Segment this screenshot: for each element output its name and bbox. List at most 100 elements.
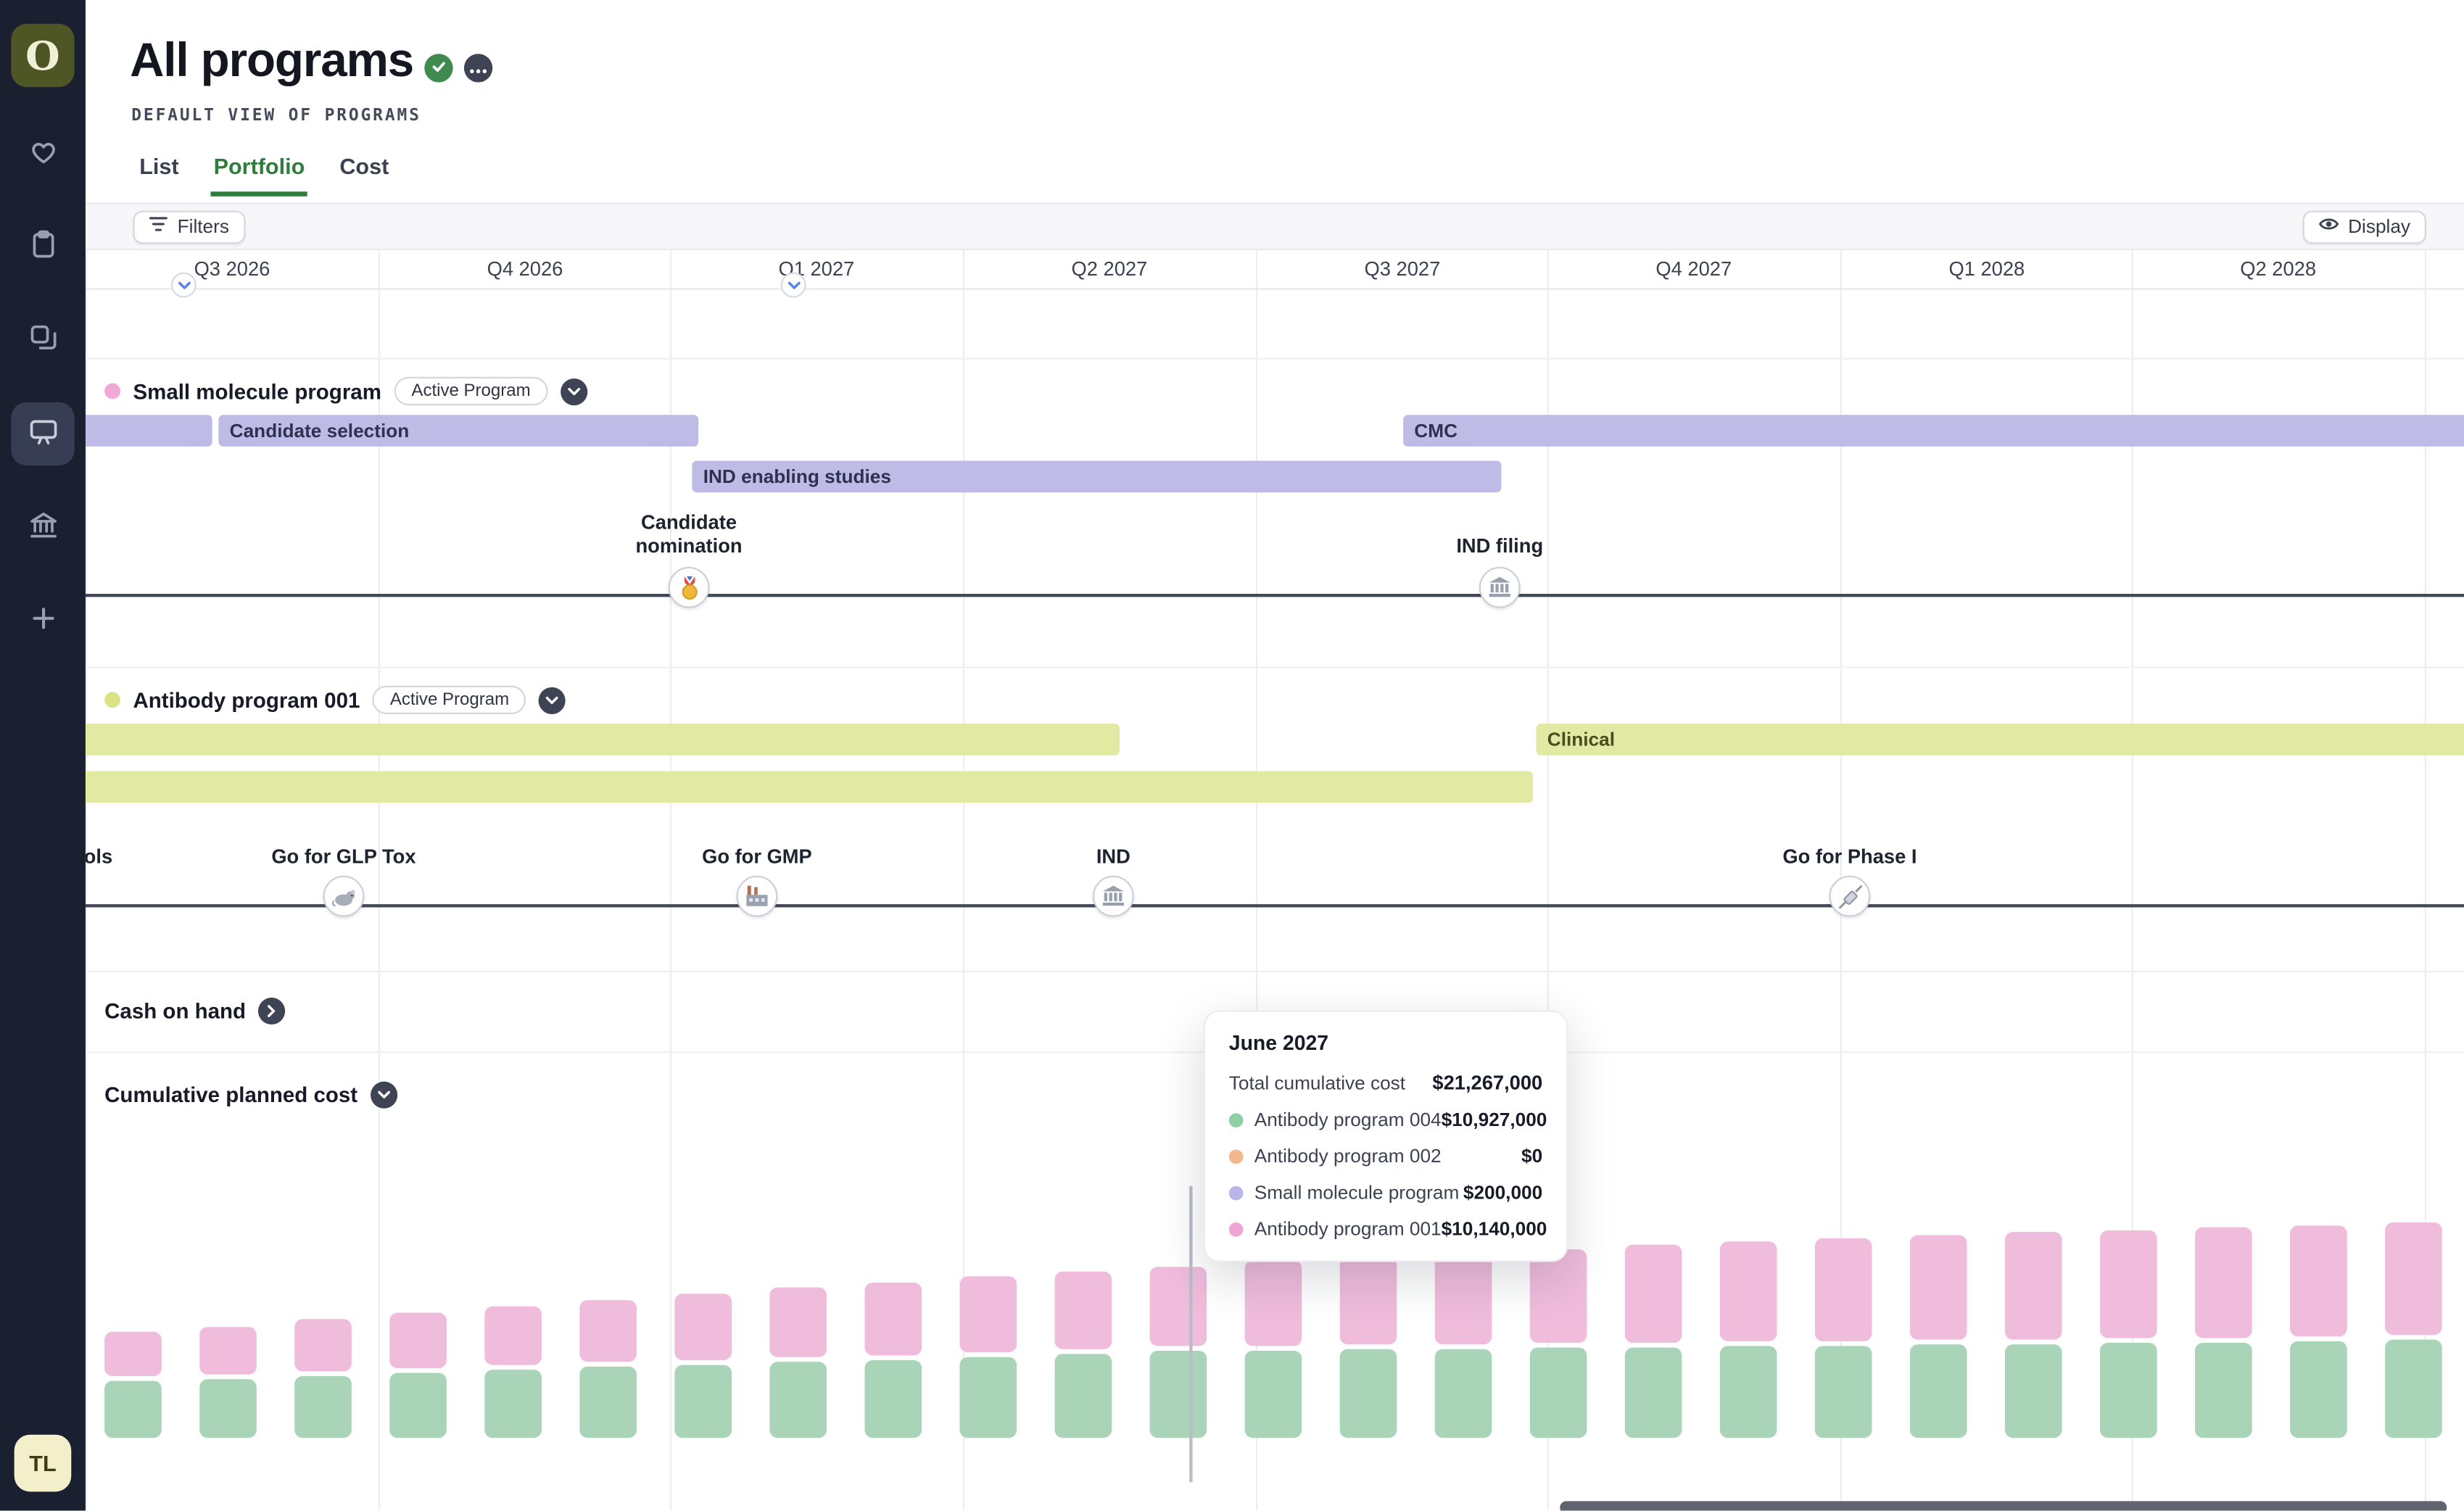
cost-bar[interactable] [864,1281,922,1438]
eye-icon [2318,215,2339,238]
milestone-icon-bank[interactable] [1479,566,1521,608]
portfolio-nav-button[interactable] [11,402,75,466]
cost-bar-segment-antibody-001 [1149,1266,1207,1347]
program-name[interactable]: Small molecule program [133,379,381,403]
app-logo[interactable]: O [11,23,75,88]
milestone-icon-bank[interactable] [1092,875,1134,917]
cost-bar[interactable] [2004,1232,2062,1438]
cost-bar[interactable] [1434,1253,1492,1438]
program-expand-button[interactable] [561,377,588,405]
quarter-label: Q4 2027 [1655,257,1732,281]
cost-bar[interactable] [104,1331,162,1438]
milestone-label: IND filing [1456,535,1544,558]
phase-bar[interactable]: IND enabling studies [692,460,1502,493]
phase-bar[interactable] [85,771,1534,803]
cost-bar-segment-antibody-004 [864,1359,922,1438]
milestone-icon-rat[interactable] [323,875,365,917]
milestone-icon-factory[interactable] [736,875,778,917]
cost-bar-segment-antibody-001 [1434,1253,1492,1344]
cost-bar[interactable] [1244,1261,1302,1438]
phase-bar[interactable]: Candidate selection [218,415,699,447]
cost-bar-segment-antibody-004 [389,1372,447,1438]
milestone-label: Go for GLP Tox [271,845,416,868]
phase-bar[interactable]: Clinical [1536,724,2464,756]
cost-bar[interactable] [769,1287,827,1438]
program-name[interactable]: Antibody program 001 [133,687,360,712]
cost-bar-segment-antibody-004 [2004,1344,2062,1438]
milestone-icon-syringe[interactable] [1829,875,1871,917]
tasks-nav-button[interactable] [11,215,74,278]
reports-nav-button[interactable] [11,496,74,559]
cost-bar[interactable] [2195,1228,2252,1438]
tooltip-row-label: Antibody program 004 [1254,1108,1442,1131]
cost-bar[interactable] [2099,1230,2157,1438]
cost-bar-segment-antibody-001 [2004,1232,2062,1340]
quarter-gridline [962,250,965,1511]
cost-bar[interactable] [959,1276,1017,1438]
cost-bar[interactable] [484,1306,542,1438]
cost-bar[interactable] [1339,1257,1397,1438]
collapsed-milestone-indicator[interactable] [780,272,806,298]
cost-bar-segment-antibody-001 [2385,1221,2442,1336]
ellipsis-icon [468,54,487,82]
add-new-button[interactable] [11,589,74,652]
cost-bar[interactable] [674,1293,732,1438]
summary-row: Cumulative planned cost [104,1080,397,1108]
summary-expand-button[interactable] [258,996,286,1024]
cost-bar[interactable] [1529,1249,1587,1438]
verified-check-badge[interactable] [424,54,453,83]
summary-row-label: Cumulative planned cost [104,1082,358,1106]
clipboard-icon [26,228,59,265]
cost-bar[interactable] [389,1312,447,1438]
cost-bar-segment-antibody-001 [674,1293,732,1359]
cost-bar[interactable] [199,1326,257,1438]
cost-bar-segment-antibody-004 [1529,1348,1587,1438]
cost-bar[interactable] [294,1319,352,1438]
phase-bar[interactable] [85,415,212,447]
cost-bar-segment-antibody-004 [674,1364,732,1438]
tooltip-row: Antibody program 002 $0 [1228,1145,1542,1167]
cost-bar-segment-antibody-001 [1244,1261,1302,1346]
cost-bar[interactable] [2290,1225,2347,1438]
collapsed-milestone-indicator[interactable] [170,272,197,298]
more-options-button[interactable] [463,54,493,83]
display-button[interactable]: Display [2302,210,2426,244]
cost-bar-segment-antibody-004 [1624,1347,1682,1438]
tab-portfolio[interactable]: Portfolio [210,154,308,196]
cost-bar[interactable] [1719,1241,1777,1438]
cost-bar-segment-antibody-001 [959,1276,1017,1353]
phase-bar[interactable] [85,724,1120,756]
cost-bar[interactable] [2385,1221,2442,1438]
boards-nav-button[interactable] [11,309,74,372]
cost-bar-segment-antibody-004 [2099,1343,2157,1438]
summary-row-label: Cash on hand [104,998,247,1022]
program-expand-button[interactable] [539,686,566,713]
page-title: All programs [130,35,414,88]
cost-bar[interactable] [1814,1238,1872,1438]
tab-cost[interactable]: Cost [339,153,389,179]
cost-bar-segment-antibody-004 [1149,1351,1207,1438]
filter-icon [149,215,168,238]
toolbar: Filters Display [85,202,2464,251]
favorites-nav-button[interactable] [11,122,74,185]
tab-list[interactable]: List [139,153,179,179]
user-avatar[interactable]: TL [14,1434,72,1492]
filters-button[interactable]: Filters [133,210,245,244]
cost-bar-segment-antibody-001 [1054,1270,1112,1349]
cost-bar[interactable] [579,1299,637,1438]
cost-bar-segment-antibody-001 [104,1331,162,1376]
cost-bar-segment-antibody-004 [1434,1349,1492,1438]
milestone-label: ols [85,845,113,868]
cost-bar[interactable] [1149,1266,1207,1438]
cost-bar[interactable] [1624,1245,1682,1438]
milestone-icon-medal[interactable] [668,566,710,608]
horizontal-scrollbar[interactable] [1560,1501,2447,1511]
cost-bar[interactable] [1909,1235,1967,1438]
summary-expand-button[interactable] [370,1080,397,1108]
tooltip-row-label: Total cumulative cost [1228,1072,1406,1095]
cost-bar-segment-antibody-001 [2195,1228,2252,1338]
tooltip-row-label: Small molecule program [1254,1181,1460,1204]
series-color-dot [1228,1148,1244,1164]
phase-bar[interactable]: CMC [1403,415,2464,447]
cost-bar[interactable] [1054,1270,1112,1438]
